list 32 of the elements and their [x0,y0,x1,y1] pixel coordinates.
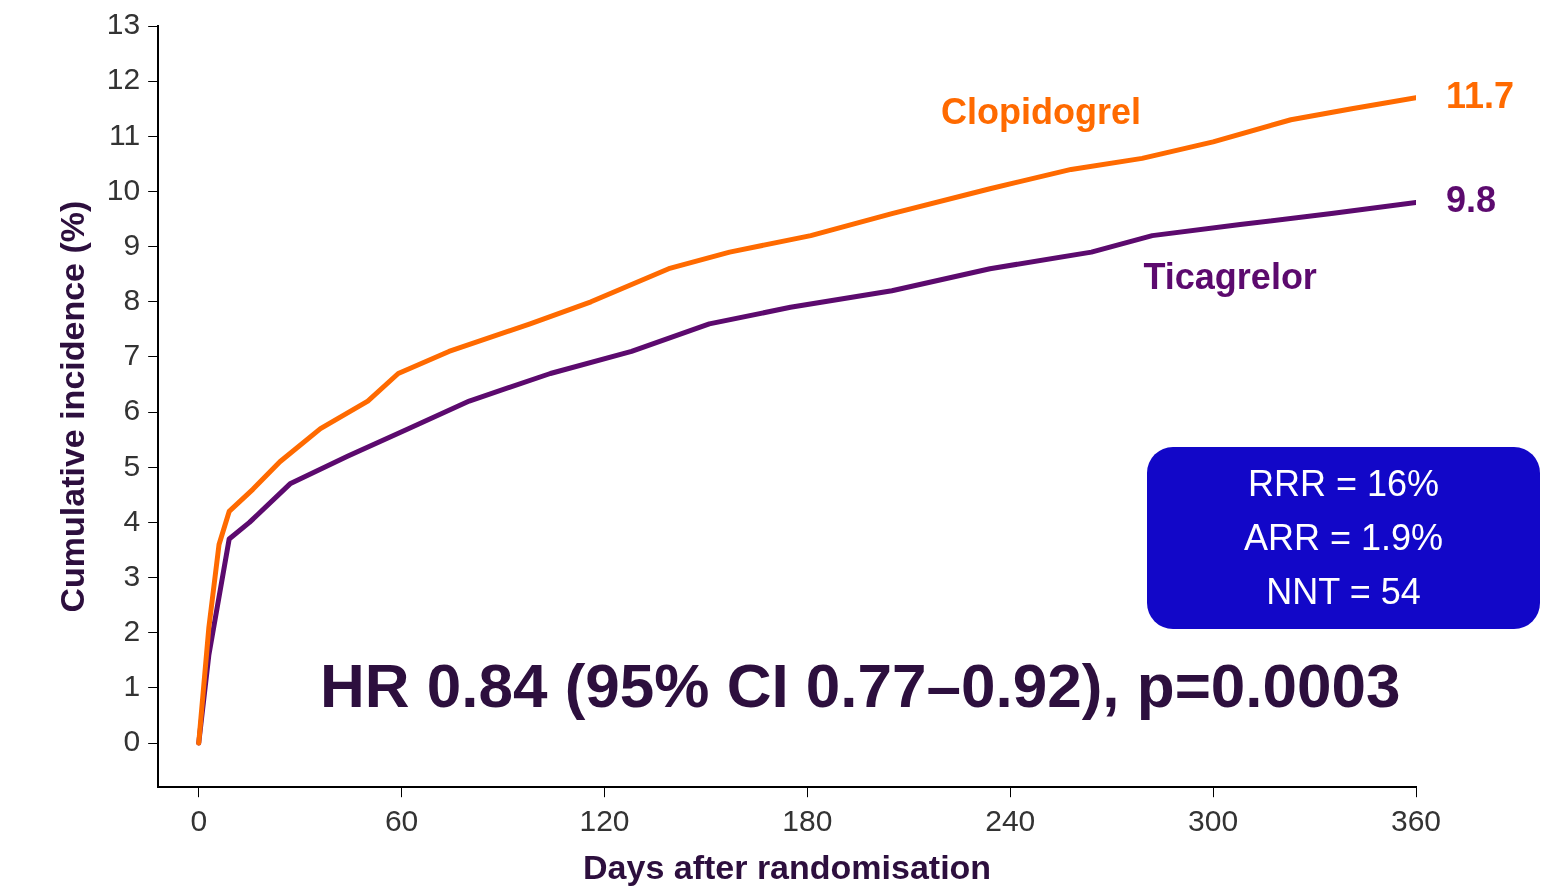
x-tick-label: 360 [1390,804,1442,838]
annotation: RRR = 16% [1246,462,1441,506]
y-tick-label: 2 [123,614,141,648]
callout-box: RRR = 16% ARR = 1.9% NNT = 54 [1147,447,1540,629]
y-tick-label: 4 [123,503,141,537]
y-tick-label: 3 [123,558,141,592]
y-tick-label: 6 [123,393,141,427]
x-tick-label: 180 [782,804,833,838]
y-tick-label: 11 [109,117,141,151]
x-tick-label: 0 [190,804,208,838]
y-tick-label: 9 [123,227,141,261]
x-tick-label: 60 [384,804,419,838]
annotation: 9.8 [1446,179,1497,221]
series-label: Clopidogrel [941,91,1142,133]
y-tick-label: 8 [123,283,141,317]
x-tick-label: 120 [579,804,630,838]
y-tick-label: 13 [106,7,141,41]
annotation: HR 0.84 (95% CI 0.77–0.92), p=0.0003 [320,650,1401,721]
y-tick-label: 7 [123,338,141,372]
y-tick-label: 5 [123,448,141,482]
annotation: 11.7 [1446,74,1515,116]
y-tick-label: 0 [123,724,141,758]
y-tick-label: 10 [106,172,141,206]
annotation: ARR = 1.9% [1242,516,1445,560]
y-tick-label: 1 [123,669,141,703]
x-tick-label: 300 [1188,804,1239,838]
y-axis-title: Cumulative incidence (%) [52,200,91,613]
y-tick-label: 12 [106,62,141,96]
x-axis-title: Days after randomisation [583,847,992,886]
annotation: NNT = 54 [1265,570,1422,614]
series-label: Ticagrelor [1143,256,1317,298]
x-tick-label: 240 [985,804,1036,838]
